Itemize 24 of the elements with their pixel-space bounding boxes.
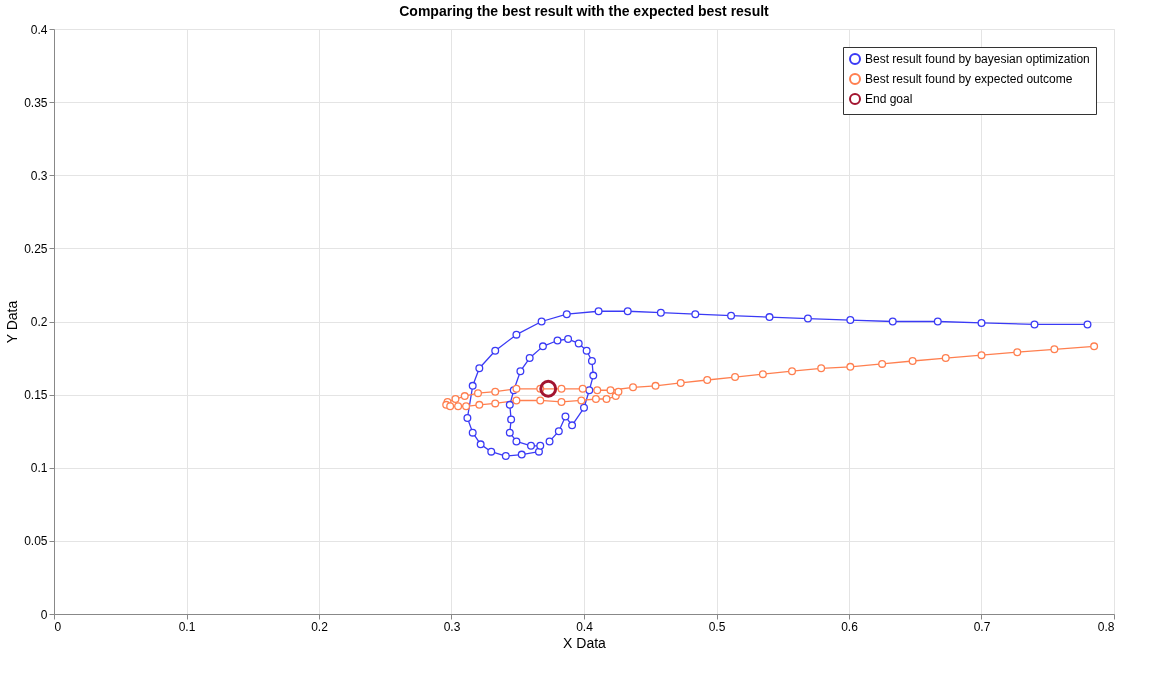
x-tick-label: 0.5 <box>708 619 726 634</box>
legend-label: Best result found by bayesian optimization <box>865 52 1090 66</box>
legend-label: End goal <box>865 92 913 106</box>
y-axis-title: Y Data <box>4 300 21 344</box>
x-tick-label: 0.3 <box>443 619 461 634</box>
y-tick-label: 0.35 <box>24 95 48 110</box>
x-tick-label: 0 <box>54 619 62 634</box>
y-tick-label: 0.1 <box>30 461 48 476</box>
y-tick-label: 0.25 <box>24 241 48 256</box>
y-tick-label: 0.2 <box>30 315 48 329</box>
legend-label: Best result found by expected outcome <box>865 72 1073 86</box>
y-tick-label: 0.15 <box>24 388 48 403</box>
x-tick-label: 0.8 <box>1097 619 1115 634</box>
x-tick-label: 0.7 <box>973 619 991 634</box>
x-tick-label: 0.2 <box>311 619 329 634</box>
y-tick-label: 0.05 <box>24 534 48 549</box>
x-axis-title: X Data <box>563 634 607 651</box>
y-tick-label: 0.3 <box>30 168 48 183</box>
x-tick-label: 0.4 <box>576 619 594 634</box>
x-tick-label: 0.1 <box>178 619 196 634</box>
x-tick-label: 0.6 <box>841 619 859 634</box>
y-tick-label: 0.4 <box>30 22 48 37</box>
chart-title: Comparing the best result with the expected best result <box>399 3 770 19</box>
y-tick-label: 0 <box>40 607 48 622</box>
